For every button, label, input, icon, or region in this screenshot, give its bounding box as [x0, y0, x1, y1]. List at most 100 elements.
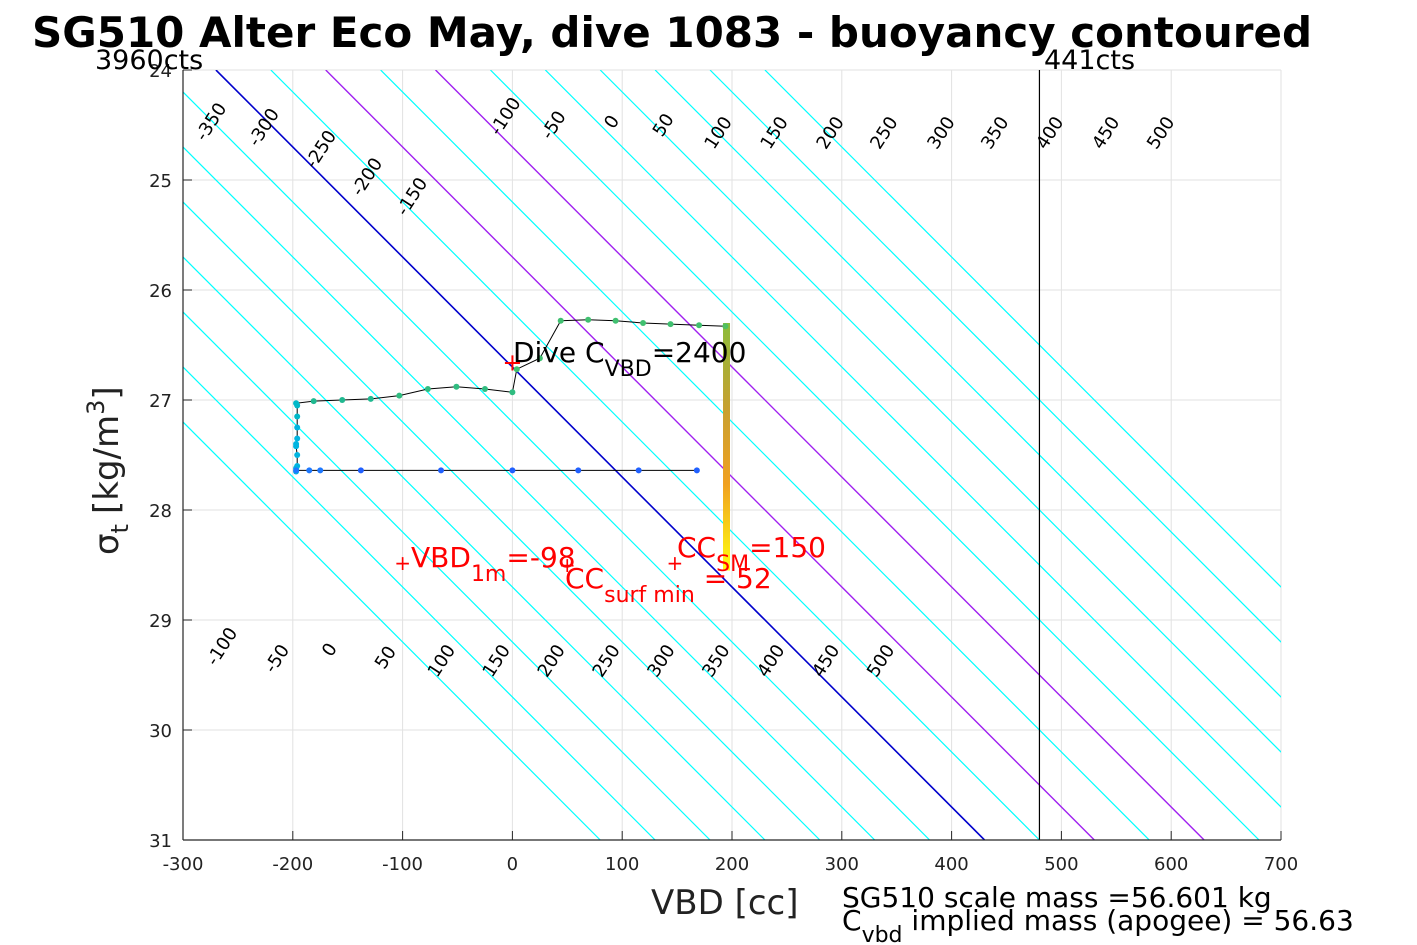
contour-label-lower-8: 300 [643, 641, 679, 681]
dive-cvbd-tail: =2400 [652, 336, 747, 369]
y-axis-label: σt [kg/m3] [82, 386, 134, 555]
surface-bar [723, 323, 731, 571]
contour-label-lower-10: 400 [753, 641, 789, 681]
contour-label-lower-6: 200 [534, 641, 570, 681]
point-dive-5 [293, 441, 300, 447]
point-dive-7 [294, 424, 301, 431]
y-tick-label-3: 27 [149, 391, 172, 412]
vline-left-label: 3960cts [95, 45, 203, 76]
point-dive-23 [612, 317, 619, 324]
point-dive-10 [293, 400, 300, 407]
point-dive-12 [339, 397, 346, 403]
x-tick-label-9: 600 [1154, 854, 1188, 875]
cc-surf-min-annotation: CCsurf min = 52 [565, 562, 772, 608]
x-tick-label-2: -100 [382, 854, 423, 875]
contour-line-16 [709, 70, 1281, 643]
cc-surf-min-sub: surf min [604, 583, 695, 608]
chart-title: SG510 Alter Eco May, dive 1083 - buoyanc… [32, 8, 1312, 57]
y-tick-label-1: 25 [149, 171, 172, 192]
footer-scale-mass: SG510 scale mass =56.601 kg [842, 881, 1272, 914]
vbd-1m-sub: 1m [471, 562, 506, 587]
contour-label-lower-7: 250 [588, 641, 624, 681]
point-dive-22 [585, 316, 592, 323]
contour-line-9 [325, 70, 1095, 840]
y-tick-label-6: 30 [149, 721, 172, 742]
point-dive-25 [667, 321, 674, 328]
contour-label-upper-12: 250 [866, 113, 902, 153]
y-axis-label-sup: 3 [82, 400, 110, 415]
annotations: Dive CVBD=2400 VBD1m=-98 CCSM=150 CCsurf… [394, 336, 826, 608]
point-climb-2 [317, 467, 324, 474]
contour-line-5 [183, 146, 876, 840]
vbd-1m-annotation: VBD1m=-98 [411, 541, 576, 587]
x-tick-label-3: 0 [507, 854, 518, 875]
contour-label-upper-2: -250 [301, 127, 341, 173]
point-dive-14 [396, 392, 403, 399]
dive-cvbd-annotation: Dive CVBD=2400 [513, 336, 746, 382]
y-tick-label-2: 26 [149, 281, 172, 302]
contour-label-upper-11: 200 [812, 113, 848, 153]
y-axis-label-unit: [kg/m [87, 415, 127, 514]
point-climb-4 [438, 467, 445, 474]
cc-surf-min-tail: = 52 [695, 562, 772, 595]
point-dive-24 [640, 320, 647, 326]
point-dive-26 [696, 322, 703, 329]
contour-label-lower-9: 350 [698, 641, 734, 681]
contour-label-upper-6: -50 [537, 107, 571, 143]
x-tick-label-1: -200 [272, 854, 313, 875]
point-dive-27 [722, 323, 729, 330]
contour-label-lower-4: 100 [424, 641, 460, 681]
y-axis-label-close: ] [87, 386, 127, 399]
contour-line-0 [183, 421, 601, 840]
contour-line-17 [764, 70, 1281, 588]
point-climb-5 [509, 467, 516, 474]
contour-label-lower-12: 500 [863, 641, 899, 681]
contour-label-upper-5: -100 [486, 94, 526, 140]
x-tick-label-0: -300 [163, 854, 204, 875]
x-axis-label: VBD [cc] [651, 883, 799, 923]
marker-cc_surf_min: + [559, 553, 576, 577]
y-tick-label-7: 31 [149, 831, 172, 852]
contour-line-4 [183, 201, 821, 840]
contour-label-lower-3: 50 [371, 642, 401, 673]
point-climb-8 [693, 467, 700, 474]
contour-label-upper-4: -150 [392, 174, 432, 220]
y-axis-label-sub: t [106, 524, 134, 533]
contour-line-11 [435, 70, 1205, 840]
profile-points [293, 316, 729, 475]
point-dive-11 [310, 398, 317, 405]
point-climb-0 [293, 467, 300, 474]
contour-label-upper-16: 450 [1088, 113, 1124, 153]
dive-cvbd-sub: VBD [605, 357, 652, 382]
contour-line-13 [544, 70, 1281, 808]
buoyancy-contours [183, 70, 1281, 840]
x-tick-label-4: 100 [605, 854, 639, 875]
y-tick-label-0: 24 [149, 61, 172, 82]
contour-label-upper-14: 350 [977, 113, 1013, 153]
contour-label-upper-3: -200 [347, 154, 387, 200]
contour-line-8 [270, 70, 1040, 840]
contour-line-7 [215, 70, 986, 840]
point-dive-6 [294, 435, 301, 442]
point-dive-15 [424, 386, 431, 392]
y-axis-label-symbol: σ [87, 533, 127, 555]
cc-sm-sub: SM [716, 552, 749, 577]
grid [182, 69, 1282, 841]
contour-label-upper-15: 400 [1032, 113, 1068, 153]
contour-label-lower-11: 450 [808, 641, 844, 681]
contour-label-lower-0: -100 [202, 624, 242, 670]
contour-label-upper-7: 0 [600, 111, 624, 132]
contour-label-upper-13: 300 [923, 113, 959, 153]
contour-line-10 [380, 70, 1150, 840]
axes [182, 69, 1282, 841]
x-tick-label-5: 200 [715, 854, 749, 875]
contour-line-1 [183, 366, 656, 840]
cc-sm-tail: =150 [749, 531, 826, 564]
x-tick-label-6: 300 [825, 854, 859, 875]
footer-implied-mass-sub: vbd [862, 923, 903, 945]
point-dive-8 [294, 413, 301, 420]
point-dive-21 [557, 317, 564, 324]
point-climb-1 [306, 467, 313, 474]
contour-line-14 [599, 70, 1281, 753]
